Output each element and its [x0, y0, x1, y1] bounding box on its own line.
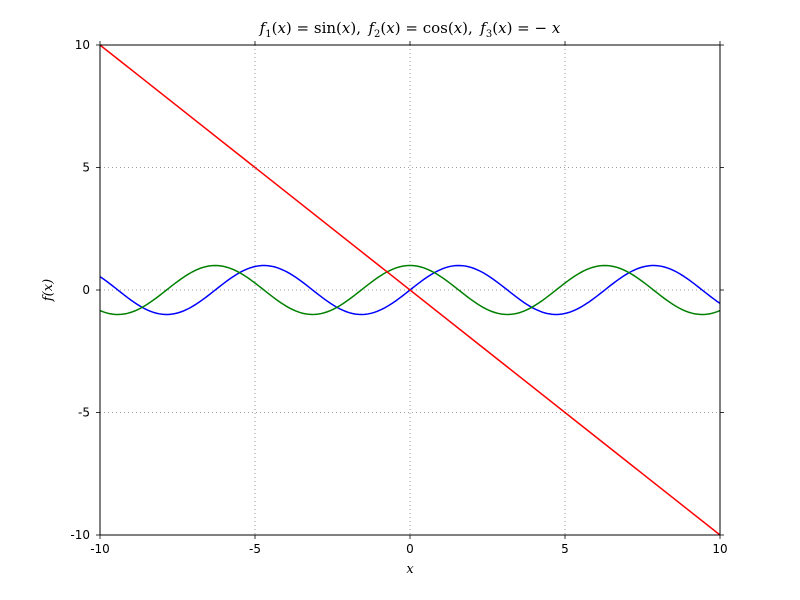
- xtick-label: -5: [249, 542, 261, 556]
- xtick-label: 5: [561, 542, 569, 556]
- xtick-label: 0: [406, 542, 414, 556]
- ytick-label: 0: [82, 283, 90, 297]
- xtick-label: -10: [90, 542, 110, 556]
- ytick-label: 10: [75, 38, 90, 52]
- ytick-label: 5: [82, 161, 90, 175]
- x-axis-label: x: [406, 562, 414, 577]
- ytick-label: -5: [78, 406, 90, 420]
- chart-svg: -10 -5 0 5 10 -10 -5 0 5 10 x f(x) f1(x) = sin(x), f…: [0, 0, 800, 600]
- y-axis-label: f(x): [41, 279, 56, 302]
- xtick-label: 10: [712, 542, 727, 556]
- chart-container: -10 -5 0 5 10 -10 -5 0 5 10 x f(x) f1(x) = sin(x), f…: [0, 0, 800, 600]
- ytick-label: -10: [70, 528, 90, 542]
- chart-title: f1(x) = sin(x), f2(x) = cos(x), f3(x) = …: [259, 19, 561, 40]
